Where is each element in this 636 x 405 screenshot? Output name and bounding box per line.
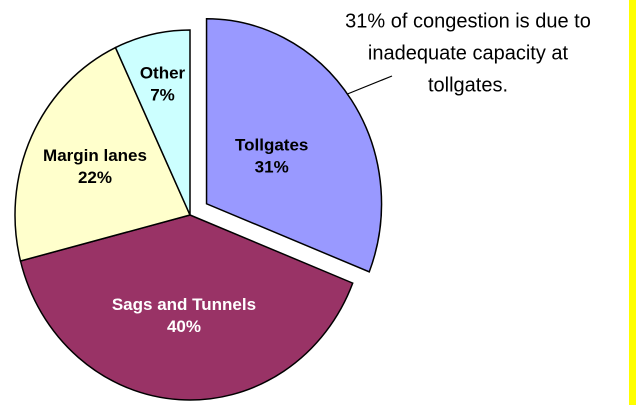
slice-value-label: 22% [78,168,112,187]
slice-value-label: 31% [255,157,289,176]
slice-label: Margin lanes [43,146,147,165]
annotation: tollgates. [428,74,508,96]
slice-label: Sags and Tunnels [112,295,256,314]
annotation: inadequate capacity at [368,42,569,64]
annotation: 31% of congestion is due to [345,10,591,32]
annotation-pointer [339,75,393,98]
slice-value-label: 7% [150,85,175,104]
pie-slice [19,214,354,401]
pie-slice [205,18,383,273]
slice-value-label: 40% [167,317,201,336]
edge-stripe [629,0,636,405]
slice-label: Tollgates [235,135,308,154]
pie-slice [114,29,191,216]
slice-label: Other [140,63,186,82]
pie-slice [14,46,192,262]
